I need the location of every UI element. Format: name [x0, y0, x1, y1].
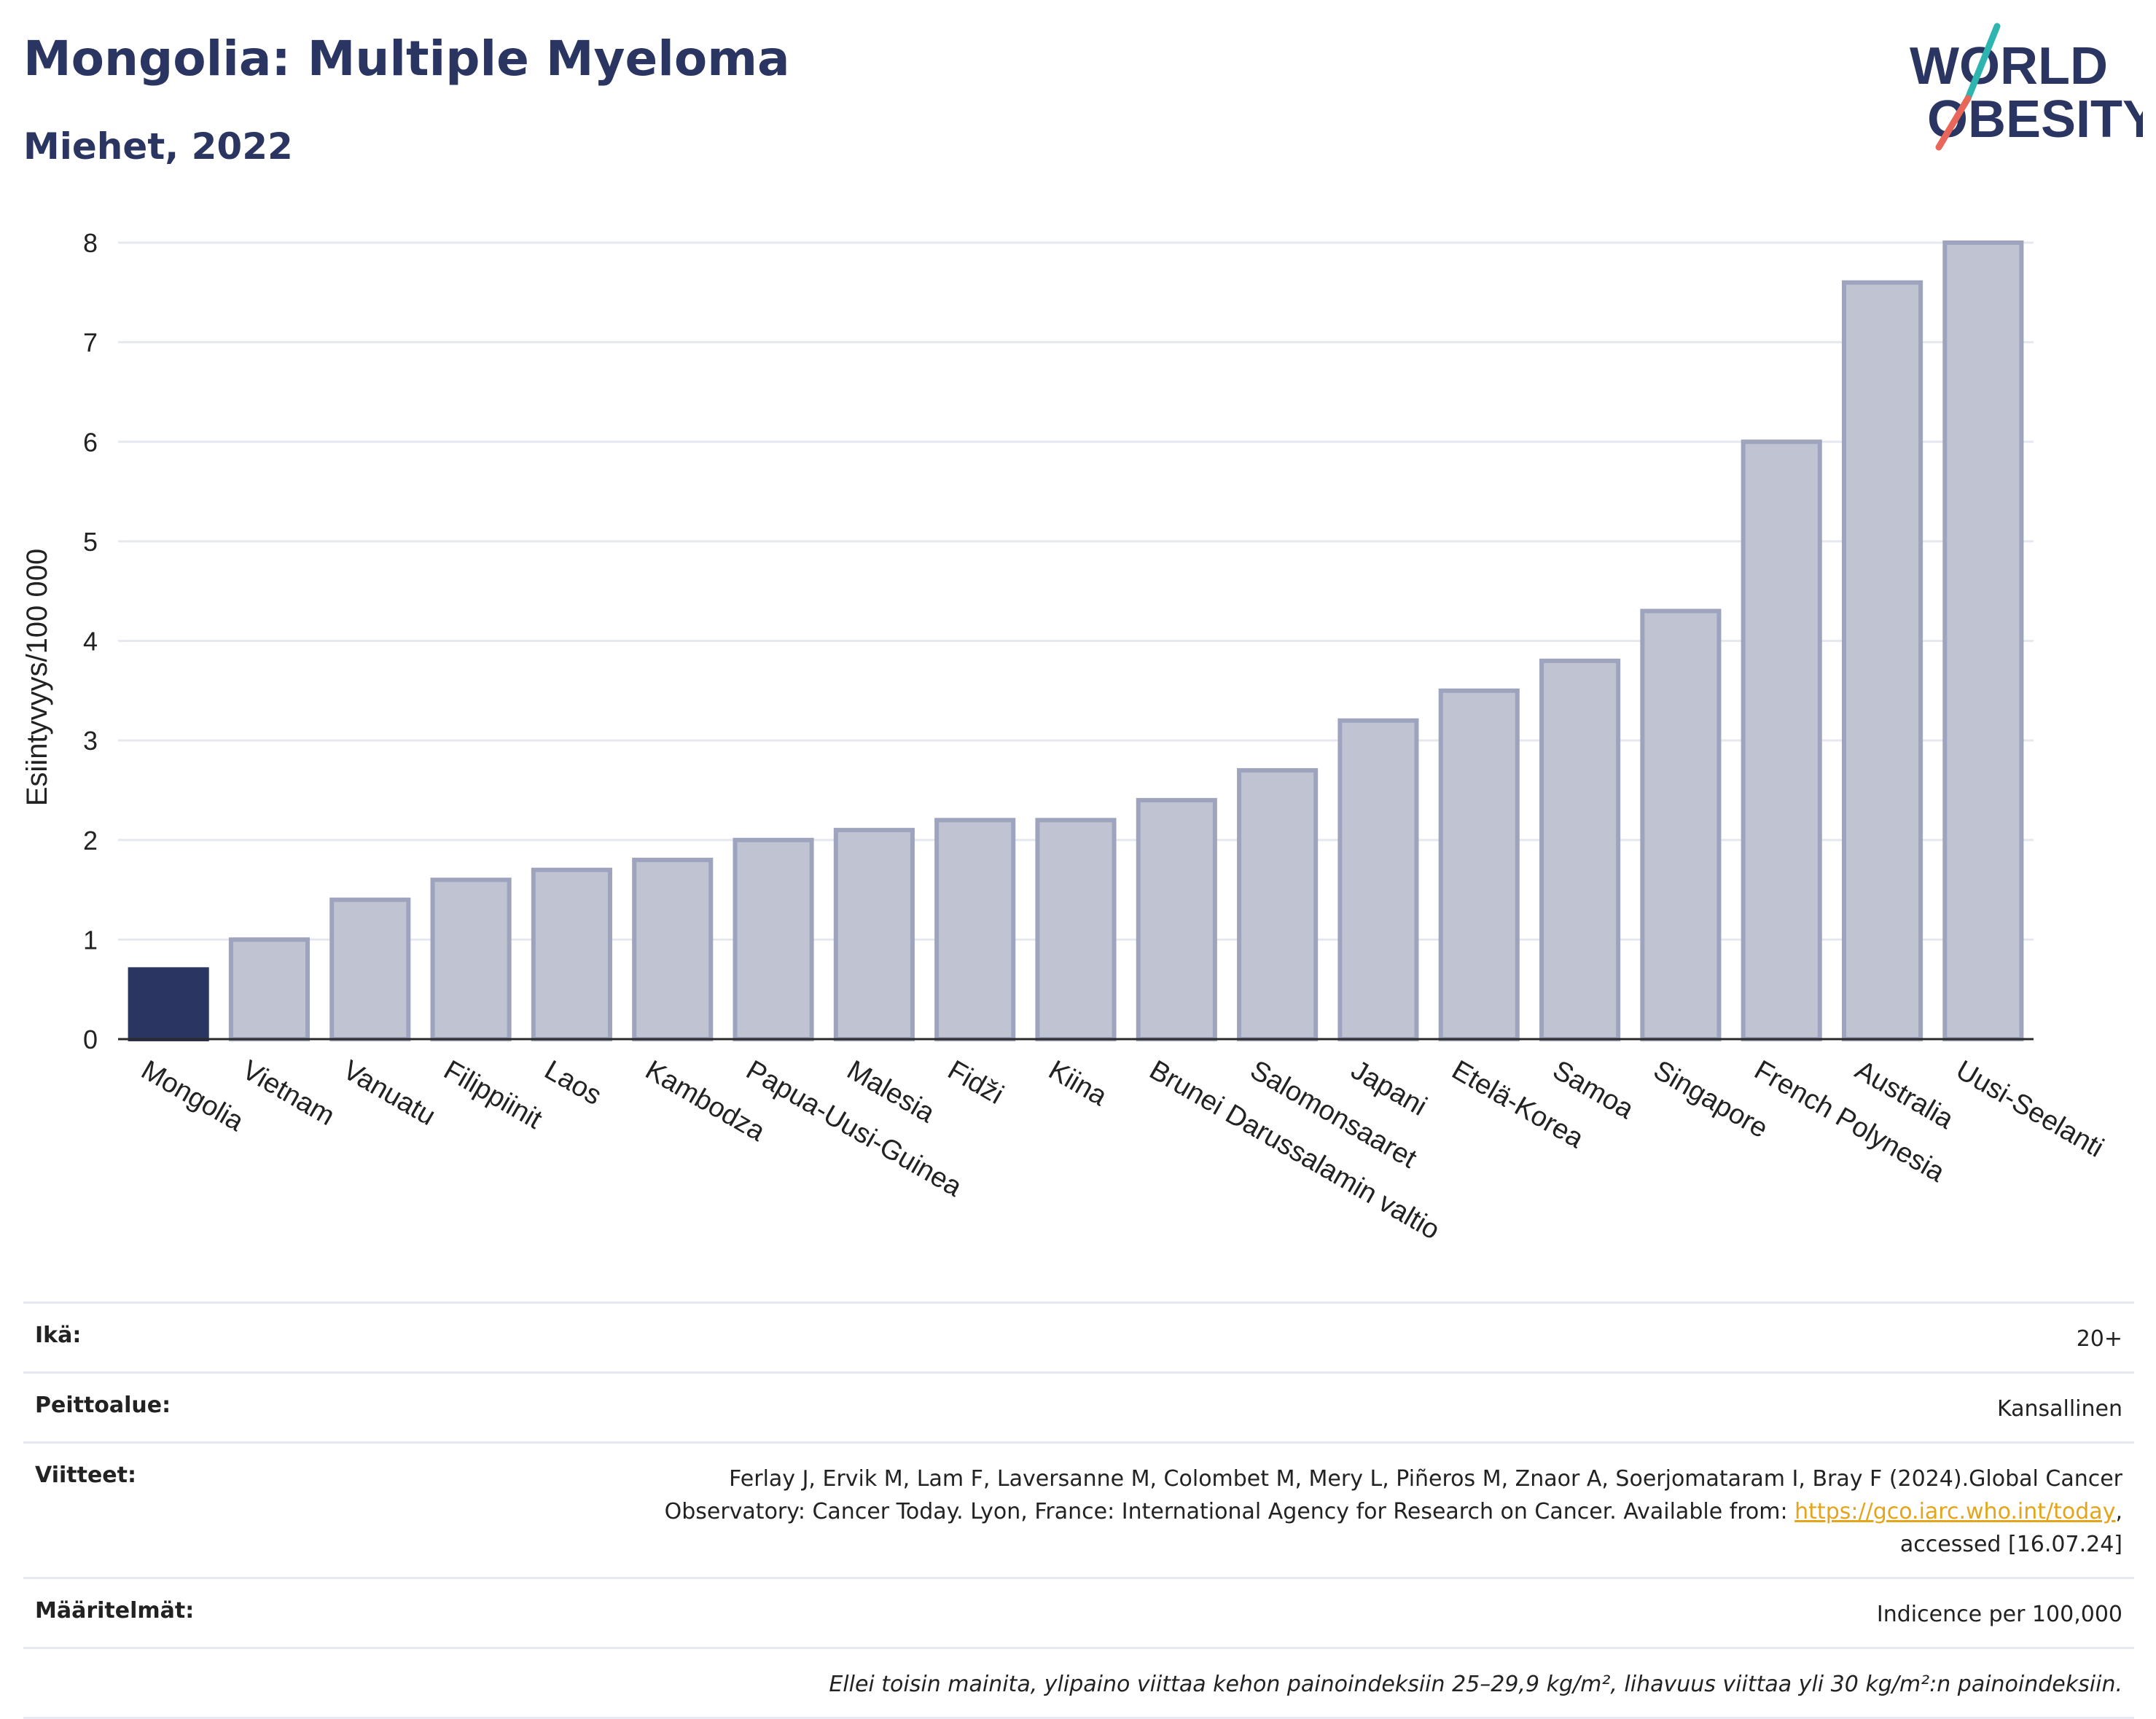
bar-australia [1841, 280, 1923, 1041]
y-tick-label: 6 [83, 427, 98, 457]
bar-malesia [833, 828, 915, 1042]
meta-row-coverage: Peittoalue: Kansallinen [23, 1371, 2134, 1441]
references-link[interactable]: https://gco.iarc.who.int/today [1794, 1499, 2116, 1524]
footnote: Ellei toisin mainita, ylipaino viittaa k… [829, 1672, 2122, 1697]
bar-brunei-darussalamin-valtio [1136, 798, 1217, 1041]
bar-chart: 0 1 2 3 4 5 6 7 8 MongoliaVietnamVanuatuFilippii… [21, 228, 2109, 1246]
x-tick-label: Filippiinit [439, 1054, 547, 1135]
x-tick-label: Vietnam [237, 1054, 340, 1132]
page-subtitle: Miehet, 2022 [23, 125, 293, 168]
y-tick-label: 7 [83, 328, 98, 358]
x-tick-label: Kiina [1044, 1054, 1113, 1112]
bars [128, 240, 2024, 1042]
x-tick-label: Laos [539, 1054, 606, 1111]
metadata-table: Ikä: 20+ Peittoalue: Kansallinen Viittee… [23, 1301, 2134, 1719]
bar-vanuatu [329, 897, 411, 1041]
bar-french-polynesia [1741, 439, 1822, 1041]
y-tick-label: 1 [83, 925, 98, 955]
x-tick-label: Singapore [1648, 1054, 1773, 1144]
y-tick-label: 3 [83, 726, 98, 756]
y-tick-label: 2 [83, 826, 98, 855]
logo-slash-teal [1964, 23, 2001, 102]
y-tick-label: 4 [83, 627, 98, 657]
bar-vietnam [228, 937, 310, 1041]
meta-row-age: Ikä: 20+ [23, 1301, 2134, 1371]
bar-filippiinit [430, 877, 512, 1042]
references-label: Viitteet: [35, 1462, 136, 1488]
y-tick-label: 0 [83, 1025, 98, 1054]
bar-laos [531, 867, 612, 1042]
logo-line-1: WORLD [1910, 37, 2108, 95]
x-tick-label: Mongolia [136, 1054, 249, 1137]
references-line-1: Ferlay J, Ervik M, Lam F, Laversanne M, … [729, 1466, 2122, 1492]
y-tick-label: 5 [83, 527, 98, 557]
bar-fidži [934, 818, 1016, 1042]
references-line-3: accessed [16.07.24] [1899, 1532, 2122, 1557]
bar-kiina [1035, 818, 1117, 1042]
x-tick-label: Uusi-Seelanti [1950, 1054, 2109, 1163]
world-obesity-logo: WORLD OBESITY [1910, 23, 2143, 151]
bar-japani [1337, 718, 1419, 1041]
age-value: 20+ [2076, 1326, 2122, 1352]
meta-row-definitions: Määritelmät: Indicence per 100,000 [23, 1577, 2134, 1647]
y-tick-labels: 0 1 2 3 4 5 6 7 8 [83, 228, 98, 1054]
y-axis-title: Esiintyvyys/100 000 [21, 549, 53, 807]
page-title: Mongolia: Multiple Myeloma [23, 31, 790, 87]
y-tick-label: 8 [83, 228, 98, 258]
x-tick-label: Vanuatu [337, 1054, 440, 1132]
logo-line-2: OBESITY [1927, 90, 2143, 149]
references-line-2: Observatory: Cancer Today. Lyon, France:… [664, 1499, 1795, 1524]
age-label: Ikä: [35, 1323, 82, 1348]
bar-samoa [1539, 658, 1621, 1041]
bar-etelä-korea [1438, 688, 1520, 1041]
bar-kambodza [632, 858, 714, 1041]
bar-salomonsaaret [1237, 768, 1319, 1042]
references-value: Ferlay J, Ervik M, Lam F, Laversanne M, … [665, 1462, 2122, 1561]
bar-uusi-seelanti [1942, 240, 2024, 1041]
references-line-2-end: , [2115, 1499, 2122, 1524]
x-tick-label: Fidži [942, 1054, 1008, 1110]
coverage-label: Peittoalue: [35, 1393, 171, 1418]
bar-mongolia [128, 967, 209, 1042]
definitions-label: Määritelmät: [35, 1598, 195, 1624]
coverage-value: Kansallinen [1996, 1396, 2122, 1422]
definitions-value: Indicence per 100,000 [1876, 1602, 2122, 1627]
meta-row-references: Viitteet: Ferlay J, Ervik M, Lam F, Lave… [23, 1441, 2134, 1577]
bar-singapore [1640, 608, 1722, 1041]
logo-slash-coral [1935, 95, 1972, 151]
meta-row-note: Ellei toisin mainita, ylipaino viittaa k… [23, 1647, 2134, 1719]
bar-papua-uusi-guinea [733, 837, 814, 1041]
